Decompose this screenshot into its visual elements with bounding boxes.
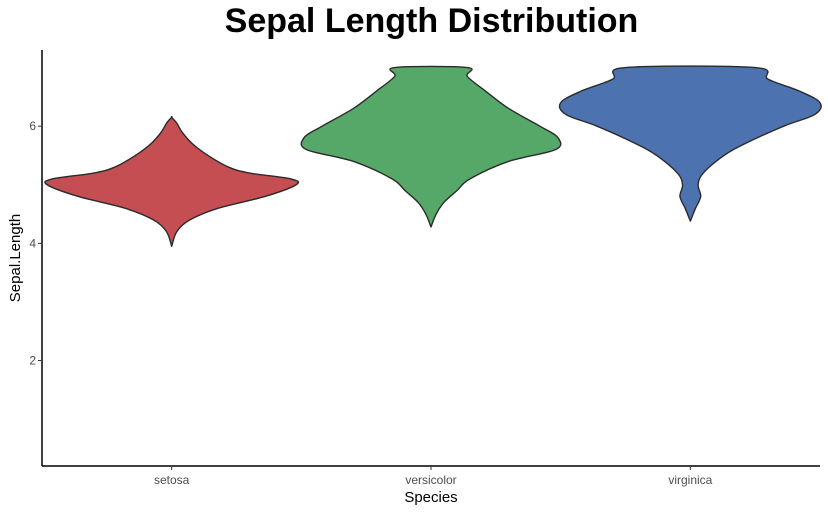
x-tick-label-versicolor: versicolor — [405, 473, 456, 487]
chart-title: Sepal Length Distribution — [224, 2, 639, 40]
x-tick-label-setosa: setosa — [154, 473, 190, 487]
x-axis-ticks: setosa versicolor virginica — [154, 466, 713, 487]
violin-layer — [44, 65, 822, 247]
y-tick-label: 4 — [29, 236, 36, 250]
violin-setosa — [44, 115, 300, 247]
y-tick-label: 2 — [29, 354, 36, 368]
x-axis-title: Species — [404, 489, 457, 506]
violin-versicolor — [300, 65, 562, 228]
x-tick-label-virginica: virginica — [668, 473, 712, 487]
y-tick-label: 6 — [29, 119, 36, 133]
violin-virginica — [558, 65, 822, 222]
y-axis-title: Sepal.Length — [7, 214, 24, 302]
y-axis-ticks: 2 4 6 — [29, 119, 42, 368]
